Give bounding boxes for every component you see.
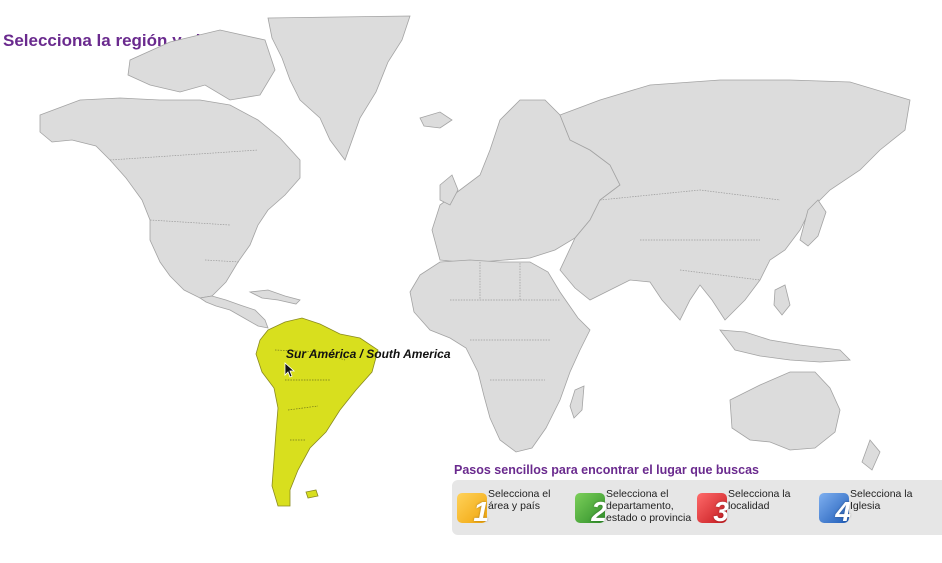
step-2[interactable]: 2 Selecciona el departamento, estado o p… xyxy=(575,488,692,527)
region-philippines[interactable] xyxy=(773,284,791,316)
region-new-zealand[interactable] xyxy=(861,439,881,471)
region-iceland[interactable] xyxy=(419,111,453,129)
step-1[interactable]: 1 Selecciona el área y país xyxy=(457,488,551,527)
step-1-label: Selecciona el área y país xyxy=(488,488,551,512)
step-4-icon: 4 xyxy=(819,493,851,527)
steps-panel: 1 Selecciona el área y país 2 Selecciona… xyxy=(452,480,942,535)
region-falklands[interactable] xyxy=(305,489,319,499)
region-uk[interactable] xyxy=(439,174,459,206)
mouse-pointer-icon xyxy=(284,362,296,378)
region-africa[interactable] xyxy=(409,259,591,453)
region-hover-label: Sur América / South America xyxy=(286,347,451,361)
region-central-america[interactable] xyxy=(198,295,269,329)
step-1-icon: 1 xyxy=(457,493,489,527)
region-australia[interactable] xyxy=(729,371,841,451)
step-4-label: Selecciona la Iglesia xyxy=(850,488,913,512)
step-2-icon: 2 xyxy=(575,493,607,527)
region-north-america[interactable] xyxy=(39,97,301,299)
region-madagascar[interactable] xyxy=(569,385,585,419)
region-greenland[interactable] xyxy=(267,15,411,161)
region-arctic-islands[interactable] xyxy=(127,29,276,101)
region-asia[interactable] xyxy=(559,79,911,321)
step-3[interactable]: 3 Selecciona la localidad xyxy=(697,488,791,527)
step-3-icon: 3 xyxy=(697,493,729,527)
region-japan[interactable] xyxy=(799,199,827,247)
steps-title: Pasos sencillos para encontrar el lugar … xyxy=(454,463,759,477)
step-2-label: Selecciona el departamento, estado o pro… xyxy=(606,488,692,524)
step-4[interactable]: 4 Selecciona la Iglesia xyxy=(819,488,913,527)
region-indonesia[interactable] xyxy=(719,329,851,363)
region-caribbean[interactable] xyxy=(248,289,301,305)
step-3-label: Selecciona la localidad xyxy=(728,488,791,512)
